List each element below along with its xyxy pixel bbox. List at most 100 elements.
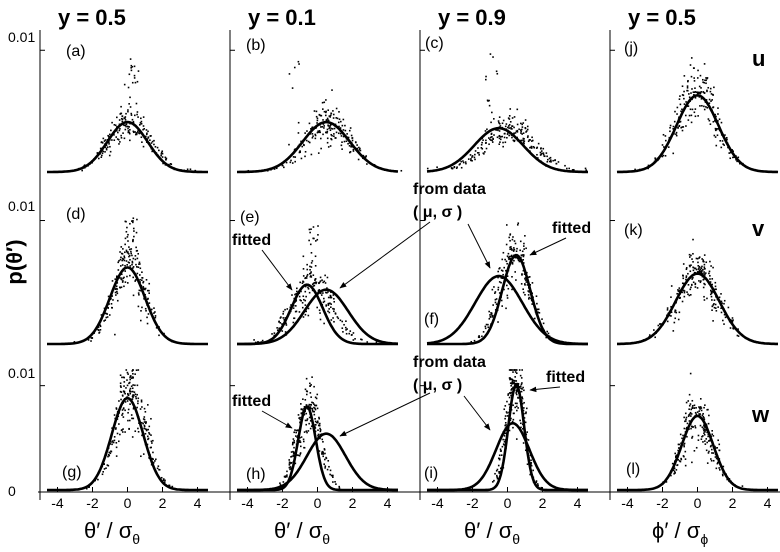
data-point bbox=[728, 152, 731, 154]
data-point bbox=[460, 166, 463, 169]
data-point bbox=[520, 377, 523, 379]
data-point bbox=[668, 314, 671, 317]
col-title-1: y = 0.5 bbox=[58, 5, 126, 30]
data-point bbox=[508, 134, 510, 137]
data-point bbox=[142, 145, 145, 148]
data-point bbox=[314, 281, 317, 284]
data-point bbox=[141, 271, 143, 274]
data-point bbox=[132, 294, 135, 297]
data-point bbox=[702, 412, 704, 415]
data-point bbox=[531, 282, 534, 284]
row-label-u: u bbox=[752, 46, 765, 71]
xtick-label: 0 bbox=[124, 495, 132, 511]
data-point bbox=[554, 159, 556, 162]
gaussian-curve bbox=[427, 253, 588, 346]
data-point bbox=[480, 143, 483, 146]
xtick-label: -2 bbox=[656, 495, 669, 511]
data-point bbox=[98, 332, 100, 334]
data-point bbox=[706, 462, 709, 464]
data-point bbox=[163, 481, 166, 483]
data-point bbox=[688, 294, 691, 297]
data-point bbox=[321, 101, 324, 104]
data-point bbox=[512, 371, 514, 373]
data-point bbox=[692, 276, 694, 279]
data-point bbox=[673, 467, 676, 470]
data-point bbox=[696, 271, 699, 273]
data-point bbox=[320, 126, 322, 128]
data-point bbox=[519, 240, 522, 243]
data-point bbox=[127, 127, 129, 130]
data-point bbox=[518, 260, 521, 262]
data-point bbox=[105, 467, 107, 469]
data-point bbox=[113, 134, 115, 136]
data-point bbox=[140, 310, 142, 312]
data-point bbox=[707, 86, 710, 89]
data-point bbox=[309, 404, 311, 406]
data-point bbox=[721, 302, 723, 304]
data-point bbox=[530, 459, 532, 462]
data-point bbox=[300, 290, 302, 293]
data-point bbox=[511, 369, 514, 371]
annotation-mu-sigma-i: ( μ, σ ) bbox=[413, 377, 462, 394]
data-point bbox=[302, 255, 305, 258]
data-point bbox=[676, 113, 678, 115]
data-point bbox=[146, 435, 149, 438]
data-point bbox=[511, 420, 514, 423]
data-point bbox=[703, 266, 706, 268]
data-point bbox=[691, 399, 694, 402]
data-point bbox=[697, 439, 700, 441]
data-point bbox=[151, 140, 154, 143]
data-point bbox=[124, 392, 126, 395]
data-point bbox=[690, 415, 692, 417]
data-point bbox=[135, 263, 137, 266]
xtick-label: -2 bbox=[466, 495, 479, 511]
data-point bbox=[470, 159, 472, 162]
data-point bbox=[322, 119, 324, 121]
data-point bbox=[688, 114, 691, 117]
data-point bbox=[332, 294, 335, 296]
data-point bbox=[666, 320, 669, 323]
data-point bbox=[502, 443, 505, 445]
data-point bbox=[400, 169, 403, 172]
data-point bbox=[323, 449, 326, 451]
data-point bbox=[119, 258, 122, 261]
data-point bbox=[703, 406, 705, 409]
data-point bbox=[729, 157, 732, 160]
data-point bbox=[144, 307, 147, 310]
data-point bbox=[285, 475, 288, 478]
data-point bbox=[681, 300, 684, 303]
data-point bbox=[736, 334, 739, 337]
data-point bbox=[520, 422, 522, 425]
data-point bbox=[113, 123, 116, 126]
data-point bbox=[502, 438, 504, 441]
data-point bbox=[108, 314, 111, 316]
data-point bbox=[289, 468, 291, 471]
data-point bbox=[704, 404, 706, 406]
data-point bbox=[515, 130, 518, 133]
data-point bbox=[508, 369, 511, 371]
annotation-arrow bbox=[529, 386, 561, 393]
data-point bbox=[160, 154, 162, 157]
data-point bbox=[349, 151, 351, 154]
data-point bbox=[677, 290, 680, 292]
data-point bbox=[708, 102, 711, 105]
data-point bbox=[139, 408, 142, 410]
data-point bbox=[503, 136, 506, 139]
data-point bbox=[308, 228, 311, 231]
data-point bbox=[681, 129, 684, 132]
data-point bbox=[510, 389, 513, 391]
data-point bbox=[708, 439, 711, 442]
data-point bbox=[150, 135, 152, 137]
data-point bbox=[124, 128, 127, 131]
data-point bbox=[147, 130, 149, 133]
data-point bbox=[729, 151, 732, 154]
data-point bbox=[711, 433, 714, 436]
data-point bbox=[682, 289, 685, 292]
data-point bbox=[704, 443, 707, 445]
data-point bbox=[299, 416, 301, 419]
data-point bbox=[147, 428, 150, 431]
data-point bbox=[299, 151, 301, 153]
data-point bbox=[714, 281, 717, 284]
data-point bbox=[494, 292, 496, 295]
data-point bbox=[524, 293, 526, 296]
